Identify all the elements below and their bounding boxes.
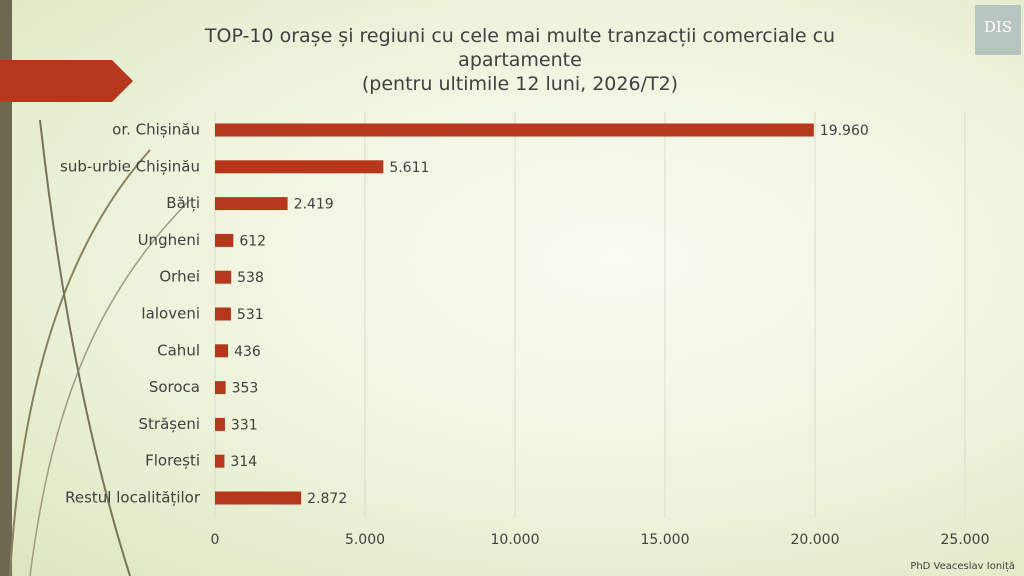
value-label: 331	[231, 417, 258, 433]
value-label: 353	[232, 381, 259, 397]
bar	[215, 417, 225, 431]
y-tick-label: Strășeni	[139, 415, 200, 433]
x-tick-label: 20.000	[791, 532, 840, 548]
bar	[215, 307, 231, 321]
value-label: 2.872	[307, 491, 347, 507]
value-label: 538	[237, 270, 264, 286]
y-tick-label: Bălți	[166, 194, 200, 212]
value-label: 531	[237, 307, 264, 323]
value-label: 19.960	[820, 123, 869, 139]
value-label: 436	[234, 344, 261, 360]
y-tick-label: Ungheni	[138, 231, 200, 249]
title-block: TOP-10 orașe și regiuni cu cele mai mult…	[180, 24, 860, 96]
bar	[215, 344, 229, 358]
bar	[215, 160, 384, 174]
arrow-banner	[0, 60, 133, 102]
y-tick-label: Restul localităților	[65, 489, 201, 507]
bar	[215, 233, 234, 247]
bar	[215, 197, 288, 211]
value-label: 314	[230, 454, 257, 470]
x-tick-label: 5.000	[345, 532, 385, 548]
y-tick-label: Florești	[145, 452, 200, 470]
value-label: 2.419	[294, 197, 334, 213]
decor-curve	[9, 149, 151, 576]
value-label: 5.611	[389, 160, 429, 176]
side-strip	[0, 0, 12, 576]
chart-title: TOP-10 orașe și regiuni cu cele mai mult…	[204, 25, 836, 71]
x-tick-label: 25.000	[941, 532, 990, 548]
bar	[215, 381, 226, 395]
y-tick-label: or. Chișinău	[112, 121, 200, 139]
logo-box	[975, 5, 1021, 55]
y-tick-label: Orhei	[159, 268, 200, 286]
x-tick-label: 15.000	[641, 532, 690, 548]
logo: DIS	[984, 18, 1012, 36]
footer: PhD Veaceslav Ioniță	[910, 561, 1015, 572]
y-tick-label: sub-urbie Chișinău	[60, 157, 200, 175]
x-tick-label: 0	[211, 532, 220, 548]
chart-subtitle: (pentru ultimile 12 luni, 2026/T2)	[361, 73, 679, 95]
y-tick-label: Ialoveni	[141, 305, 200, 323]
bar	[215, 454, 225, 468]
y-tick-label: Cahul	[157, 341, 200, 359]
x-tick-label: 10.000	[491, 532, 540, 548]
bar	[215, 491, 302, 505]
decor-curve	[29, 199, 191, 576]
bar	[215, 123, 814, 137]
bar	[215, 270, 232, 284]
decor-curve	[39, 119, 131, 576]
value-label: 612	[239, 233, 266, 249]
y-tick-label: Soroca	[149, 378, 200, 396]
